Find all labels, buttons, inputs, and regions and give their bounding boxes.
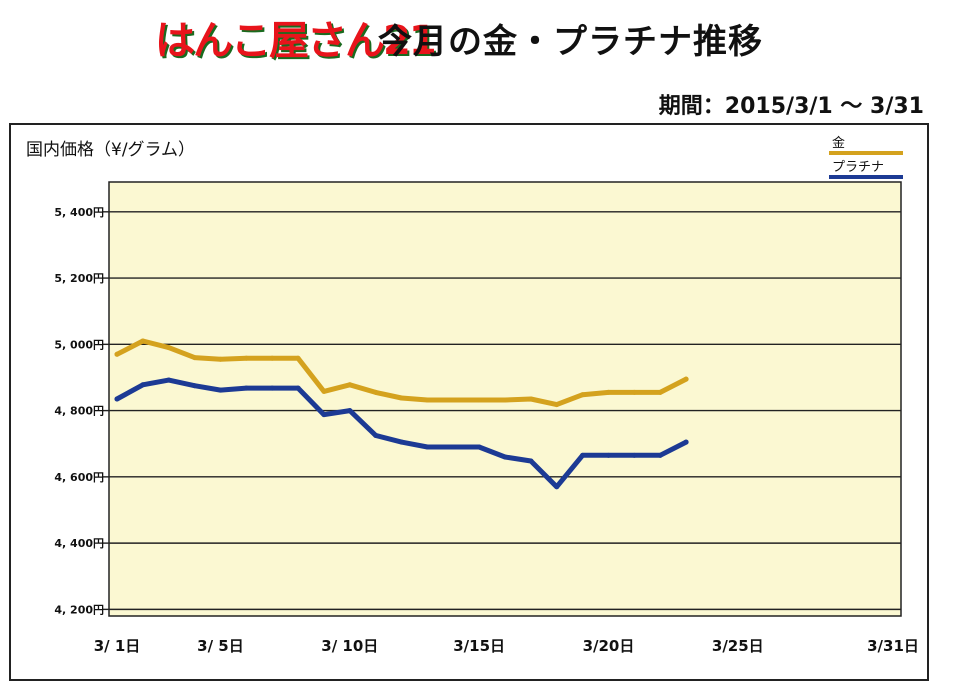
data-point <box>450 444 456 450</box>
y-tick-label: 4, 200円 <box>54 603 104 616</box>
logo-text: はんこ屋さん21 <box>155 18 437 64</box>
data-point <box>140 338 146 344</box>
line-chart: 国内価格（¥/グラム） 4, 200円 4, 400円 4, 600円 4, 800円… <box>26 135 919 655</box>
data-point <box>114 396 120 402</box>
data-point <box>295 355 301 361</box>
data-point <box>683 376 689 382</box>
data-point <box>580 452 586 458</box>
data-point <box>502 454 508 460</box>
data-point <box>373 432 379 438</box>
x-tick-label: 3/15日 <box>453 637 505 655</box>
data-point <box>605 452 611 458</box>
x-tick-label: 3/ 10日 <box>321 637 378 655</box>
legend-label: プラチナ <box>832 160 884 175</box>
data-point <box>605 389 611 395</box>
data-point <box>166 345 172 351</box>
data-point <box>243 355 249 361</box>
data-point <box>217 387 223 393</box>
data-point <box>192 355 198 361</box>
data-point <box>657 389 663 395</box>
data-point <box>528 458 534 464</box>
period-label: 期間：2015/3/1 〜 3/31 <box>658 94 924 119</box>
y-tick-label: 4, 600円 <box>54 471 104 484</box>
data-point <box>347 408 353 414</box>
data-point <box>450 397 456 403</box>
data-point <box>476 397 482 403</box>
data-point <box>269 385 275 391</box>
data-point <box>631 452 637 458</box>
chart-title: 国内価格（¥/グラム） <box>26 140 195 160</box>
x-tick-label: 3/ 1日 <box>94 637 141 655</box>
header: はんこ屋さん21 今月の金・プラチナ推移 <box>0 0 960 70</box>
data-point <box>554 484 560 490</box>
data-point <box>476 444 482 450</box>
x-tick-label: 3/ 5日 <box>197 637 244 655</box>
data-point <box>166 377 172 383</box>
y-tick-label: 4, 400円 <box>54 537 104 550</box>
data-point <box>528 396 534 402</box>
data-point <box>347 382 353 388</box>
x-tick-label: 3/25日 <box>712 637 764 655</box>
data-point <box>321 412 327 418</box>
y-tick-label: 4, 800円 <box>54 405 104 418</box>
page-title: 今月の金・プラチナ推移 <box>378 22 763 62</box>
data-point <box>217 356 223 362</box>
data-point <box>631 389 637 395</box>
data-point <box>424 397 430 403</box>
data-point <box>502 397 508 403</box>
data-point <box>269 355 275 361</box>
data-point <box>683 439 689 445</box>
data-point <box>114 351 120 357</box>
data-point <box>424 444 430 450</box>
data-point <box>321 388 327 394</box>
data-point <box>295 385 301 391</box>
data-point <box>373 389 379 395</box>
data-point <box>399 439 405 445</box>
x-tick-label: 3/20日 <box>583 637 635 655</box>
logo: はんこ屋さん21 <box>155 6 437 66</box>
x-tick-label: 3/31日 <box>867 637 919 655</box>
data-point <box>657 452 663 458</box>
chart-frame: 国内価格（¥/グラム） 4, 200円 4, 400円 4, 600円 4, 800円… <box>9 123 929 681</box>
y-tick-label: 5, 000円 <box>54 338 104 351</box>
data-point <box>399 395 405 401</box>
data-point <box>192 383 198 389</box>
legend-label: 金 <box>832 135 845 151</box>
data-point <box>580 392 586 398</box>
data-point <box>554 402 560 408</box>
y-tick-label: 5, 200円 <box>54 272 104 285</box>
data-point <box>243 385 249 391</box>
data-point <box>140 382 146 388</box>
y-tick-label: 5, 400円 <box>54 206 104 219</box>
